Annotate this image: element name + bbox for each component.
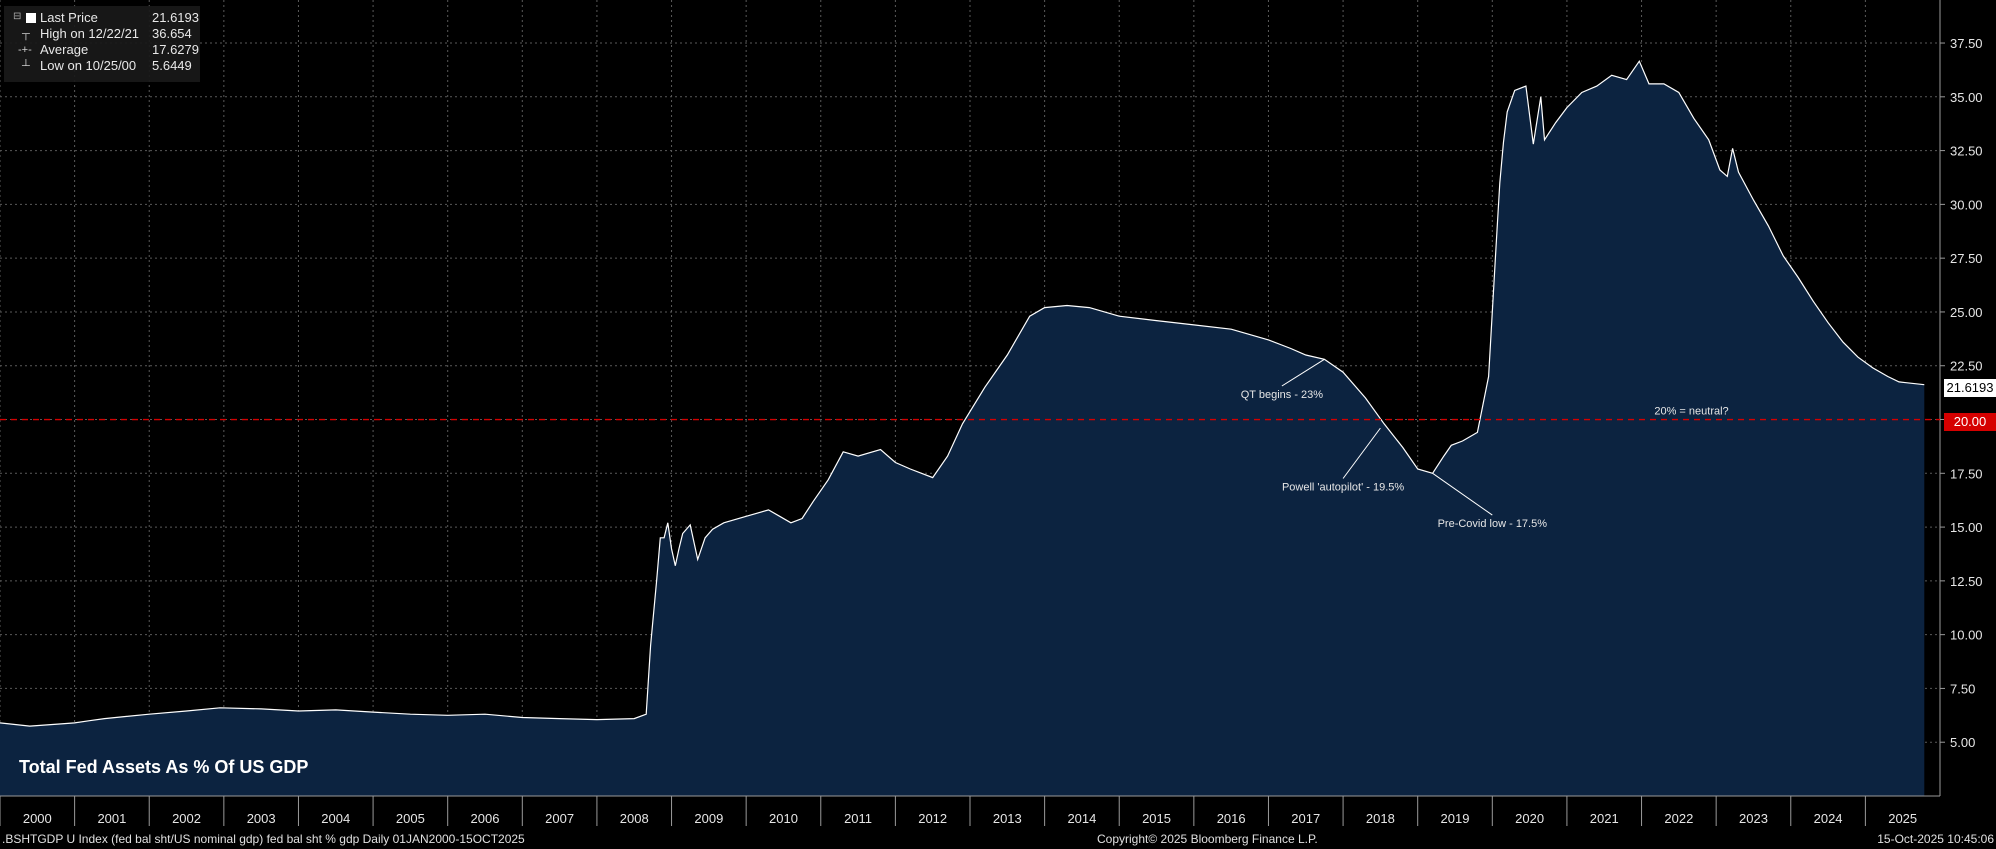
y-tick-label: 32.50 xyxy=(1950,144,1983,159)
x-tick-label: 2005 xyxy=(396,811,425,826)
x-tick-label: 2025 xyxy=(1888,811,1917,826)
x-tick-label: 2023 xyxy=(1739,811,1768,826)
legend-value: 21.6193 xyxy=(152,10,199,25)
x-tick-label: 2018 xyxy=(1366,811,1395,826)
legend-swatch xyxy=(26,13,36,23)
x-tick-label: 2014 xyxy=(1067,811,1096,826)
x-tick-label: 2015 xyxy=(1142,811,1171,826)
legend-label: Average xyxy=(40,42,89,57)
legend-label: Low on 10/25/00 xyxy=(40,58,137,73)
y-tick-label: 10.00 xyxy=(1950,628,1983,643)
footer-timestamp: 15-Oct-2025 10:45:06 xyxy=(1877,832,1994,846)
legend-item-last-price[interactable]: ⊟ Last Price 21.6193 xyxy=(12,10,199,26)
x-tick-label: 2006 xyxy=(471,811,500,826)
legend-item-low[interactable]: ┴ Low on 10/25/00 5.6449 xyxy=(12,58,198,74)
x-tick-label: 2012 xyxy=(918,811,947,826)
annotations: QT begins - 23% Powell 'autopilot' - 19.5… xyxy=(1241,358,1548,530)
legend-item-high[interactable]: ┬ High on 12/22/21 36.654 xyxy=(12,26,198,42)
x-tick-label: 2021 xyxy=(1590,811,1619,826)
low-marker-icon: ┴ xyxy=(22,60,30,72)
x-tick-label: 2008 xyxy=(620,811,649,826)
y-tick-label: 27.50 xyxy=(1950,251,1983,266)
annotation-pointer xyxy=(1281,358,1325,387)
area-fill xyxy=(0,61,1925,796)
legend-value: 5.6449 xyxy=(152,58,192,73)
average-marker-icon: -+- xyxy=(18,44,32,56)
x-tick-label: 2017 xyxy=(1291,811,1320,826)
annotation-label: Pre-Covid low - 17.5% xyxy=(1438,518,1548,530)
y-tick-label: 22.50 xyxy=(1950,359,1983,374)
x-tick-label: 2003 xyxy=(247,811,276,826)
x-tick-label: 2004 xyxy=(321,811,350,826)
collapse-icon[interactable]: ⊟ xyxy=(13,11,22,22)
x-tick-label: 2020 xyxy=(1515,811,1544,826)
high-marker-icon: ┬ xyxy=(22,28,30,40)
legend-label: Last Price xyxy=(40,10,98,25)
reference-line: 20% = neutral? xyxy=(0,406,1940,421)
y-tick-label: 15.00 xyxy=(1950,520,1983,535)
x-tick-label: 2016 xyxy=(1217,811,1246,826)
x-tick-label: 2010 xyxy=(769,811,798,826)
y-tick-label: 37.50 xyxy=(1950,36,1983,51)
annotation-pointer xyxy=(1342,427,1381,479)
legend: ⊟ Last Price 21.6193 ┬ High on 12/22/21 … xyxy=(4,6,200,82)
y-tick-label: 35.00 xyxy=(1950,90,1983,105)
y-tick-label: 7.50 xyxy=(1950,681,1975,696)
x-tick-label: 2022 xyxy=(1664,811,1693,826)
x-tick-label: 2019 xyxy=(1441,811,1470,826)
legend-value: 17.6279 xyxy=(152,42,199,57)
footer-ticker-description: .BSHTGDP U Index (fed bal sht/US nominal… xyxy=(2,832,525,846)
legend-value: 36.654 xyxy=(152,26,192,41)
last-price-tag: 21.6193 xyxy=(1944,379,1996,397)
reference-annotation: 20% = neutral? xyxy=(1654,406,1728,418)
x-tick-label: 2000 xyxy=(23,811,52,826)
x-tick-label: 2002 xyxy=(172,811,201,826)
y-tick-label: 5.00 xyxy=(1950,735,1975,750)
series-line xyxy=(0,59,1925,727)
x-tick-label: 2009 xyxy=(694,811,723,826)
annotation-pointer xyxy=(1432,472,1493,516)
x-axis-ticks: 2000 2001 2002 2003 2004 2005 2006 2007 2008 2009… xyxy=(0,795,1940,826)
series-area xyxy=(0,59,1925,796)
reference-value-tag: 20.00 xyxy=(1944,413,1996,431)
y-tick-label: 25.00 xyxy=(1950,305,1983,320)
footer-copyright: Copyright© 2025 Bloomberg Finance L.P. xyxy=(1097,832,1318,846)
x-tick-label: 2024 xyxy=(1814,811,1843,826)
annotation-label: QT begins - 23% xyxy=(1241,389,1324,401)
chart-title: Total Fed Assets As % Of US GDP xyxy=(19,757,309,777)
x-tick-label: 2013 xyxy=(993,811,1022,826)
x-tick-label: 2001 xyxy=(97,811,126,826)
y-tick-label: 17.50 xyxy=(1950,466,1983,481)
legend-item-average[interactable]: -+- Average 17.6279 xyxy=(12,42,199,58)
y-tick-label: 30.00 xyxy=(1950,197,1983,212)
annotation-label: Powell 'autopilot' - 19.5% xyxy=(1282,482,1404,494)
x-tick-label: 2007 xyxy=(545,811,574,826)
x-tick-label: 2011 xyxy=(844,811,872,826)
y-tick-label: 12.50 xyxy=(1950,574,1983,589)
legend-label: High on 12/22/21 xyxy=(40,26,140,41)
